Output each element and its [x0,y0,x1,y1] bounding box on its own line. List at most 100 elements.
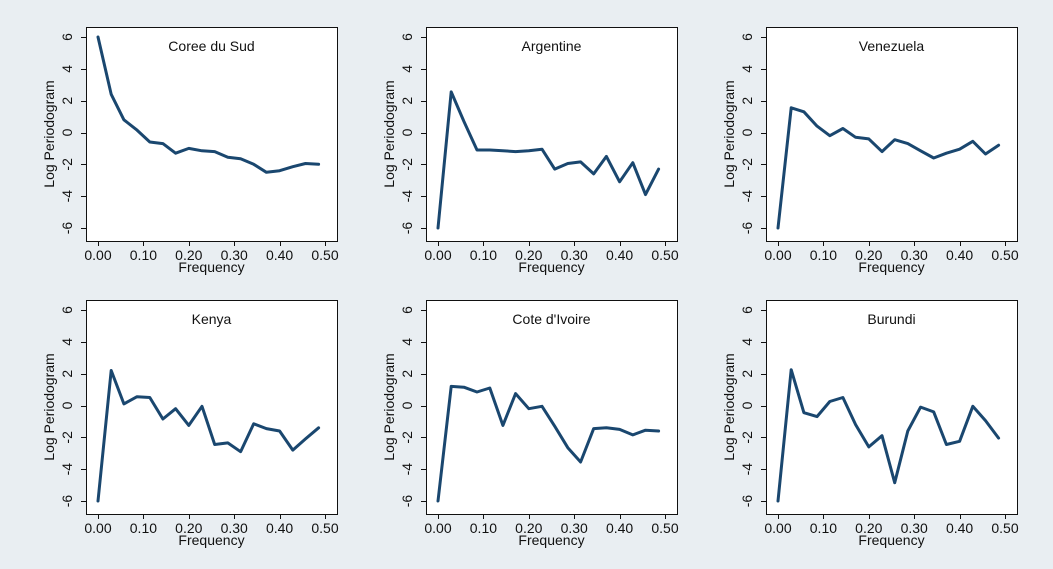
y-tick-label: 6 [739,306,755,314]
y-axis-title: Log Periodogram [721,80,737,187]
y-axis-title: Log Periodogram [41,353,57,460]
series-line [96,369,321,503]
chart-panel: 6 4 2 0 -2 -4 -6 0.00 0.10 0.20 0.30 0.40 0.50 Freque… [41,27,339,275]
chart-panel: 6 4 2 0 -2 -4 -6 0.00 0.10 0.20 0.30 0.40 0.50 Freque… [381,27,679,275]
y-axis-title: Log Periodogram [381,353,397,460]
plot-area [766,27,1018,242]
x-tick-label: 0.50 [651,247,678,263]
y-tick-label: -6 [59,222,75,235]
x-axis-title: Frequency [178,259,244,275]
x-tick-label: 0.30 [221,520,248,536]
y-tick-label: 2 [739,370,755,378]
y-tick-label: -4 [399,190,415,203]
y-tick-label: -2 [399,158,415,171]
x-tick-label: 0.50 [311,520,338,536]
x-tick-label: 0.30 [221,247,248,263]
y-tick-label: 2 [399,97,415,105]
x-tick-label: 0.10 [810,520,837,536]
x-tick-label: 0.40 [606,247,633,263]
x-axis-title: Frequency [858,532,924,548]
y-tick-label: -2 [59,158,75,171]
y-tick-label: 0 [399,401,415,409]
y-tick-label: -6 [739,495,755,508]
y-tick-label: 2 [739,97,755,105]
chart-title: Venezuela [859,38,925,54]
y-tick-label: 6 [399,306,415,314]
y-axis-title: Log Periodogram [381,80,397,187]
series-line [96,35,321,174]
x-tick-label: 0.40 [266,520,293,536]
x-tick-label: 0.30 [901,520,928,536]
chart-title: Kenya [192,311,232,327]
x-tick-label: 0.40 [946,247,973,263]
chart-title: Coree du Sud [168,38,254,54]
y-tick-label: 2 [399,370,415,378]
series-line [436,384,661,503]
series-line [776,368,1001,503]
x-tick-label: 0.20 [515,520,542,536]
x-tick-label: 0.20 [175,520,202,536]
y-tick-label: -2 [739,431,755,444]
y-tick-label: 4 [739,65,755,73]
y-tick-label: 2 [59,97,75,105]
plot-area [86,27,338,242]
y-tick-label: -6 [399,495,415,508]
y-tick-label: 6 [59,33,75,41]
x-tick-label: 0.50 [651,520,678,536]
y-tick-label: 0 [739,128,755,136]
plot-area [766,300,1018,515]
x-axis-title: Frequency [518,259,584,275]
chart-title: Cote d'Ivoire [512,311,590,327]
y-tick-label: 4 [739,338,755,346]
y-tick-label: -6 [59,495,75,508]
x-tick-label: 0.10 [130,247,157,263]
x-tick-label: 0.40 [606,520,633,536]
x-tick-label: 0.40 [946,520,973,536]
y-tick-label: -4 [739,463,755,476]
y-tick-label: 2 [59,370,75,378]
x-tick-label: 0.10 [130,520,157,536]
y-tick-label: 4 [399,65,415,73]
x-axis-title: Frequency [518,532,584,548]
x-tick-label: 0.00 [84,247,111,263]
y-tick-label: -6 [739,222,755,235]
series-line [436,90,661,230]
chart-title: Burundi [867,311,915,327]
y-tick-label: -4 [59,190,75,203]
x-tick-label: 0.50 [311,247,338,263]
plot-area [426,300,678,515]
y-tick-label: -4 [399,463,415,476]
y-tick-label: 4 [59,338,75,346]
x-tick-label: 0.50 [991,247,1018,263]
x-tick-label: 0.40 [266,247,293,263]
plot-area [86,300,338,515]
y-tick-label: 0 [399,128,415,136]
x-axis-title: Frequency [858,259,924,275]
chart-panel: 6 4 2 0 -2 -4 -6 0.00 0.10 0.20 0.30 0.40 0.50 Freque… [41,300,339,548]
y-tick-label: 6 [739,33,755,41]
chart-panel: 6 4 2 0 -2 -4 -6 0.00 0.10 0.20 0.30 0.40 0.50 Freque… [381,300,679,548]
x-tick-label: 0.00 [764,247,791,263]
x-tick-label: 0.00 [84,520,111,536]
x-tick-label: 0.20 [855,520,882,536]
x-tick-label: 0.50 [991,520,1018,536]
x-tick-label: 0.00 [424,247,451,263]
y-axis-title: Log Periodogram [41,80,57,187]
x-tick-label: 0.00 [424,520,451,536]
y-tick-label: -4 [739,190,755,203]
x-tick-label: 0.30 [561,247,588,263]
x-tick-label: 0.10 [470,247,497,263]
y-tick-label: 4 [59,65,75,73]
x-tick-label: 0.30 [901,247,928,263]
chart-panel: 6 4 2 0 -2 -4 -6 0.00 0.10 0.20 0.30 0.40 0.50 Freque… [721,300,1019,548]
y-tick-label: 0 [59,401,75,409]
x-axis-title: Frequency [178,532,244,548]
y-tick-label: 6 [399,33,415,41]
y-tick-label: 0 [59,128,75,136]
y-tick-label: -2 [59,431,75,444]
y-tick-label: -4 [59,463,75,476]
x-tick-label: 0.10 [810,247,837,263]
chart-title: Argentine [522,38,582,54]
chart-panel: 6 4 2 0 -2 -4 -6 0.00 0.10 0.20 0.30 0.40 0.50 Freque… [721,27,1019,275]
y-axis-title: Log Periodogram [721,353,737,460]
